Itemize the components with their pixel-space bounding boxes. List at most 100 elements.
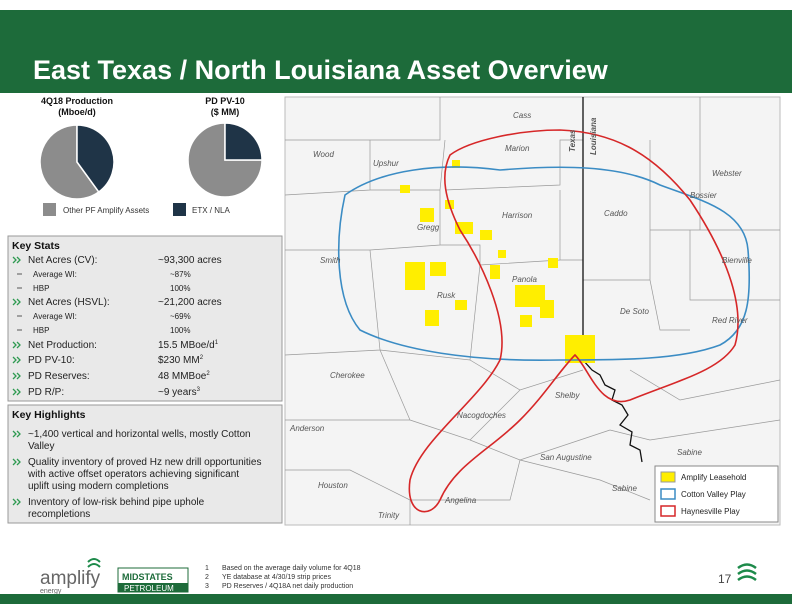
stat-value-text: 15.5 MBoe/d xyxy=(158,340,215,351)
legend-label: Cotton Valley Play xyxy=(681,490,746,499)
county-label: Cherokee xyxy=(330,371,365,380)
header-bar xyxy=(0,10,792,93)
county-label: Smith xyxy=(320,256,341,265)
stat-label: PD PV-10: xyxy=(28,355,75,366)
county-label: Webster xyxy=(712,169,742,178)
stat-value-text: ~87% xyxy=(170,270,191,279)
county-label: Gregg xyxy=(417,223,440,232)
stat-label: PD Reserves: xyxy=(28,371,90,382)
county-label: Bienville xyxy=(722,256,752,265)
stat-value: 100% xyxy=(170,326,190,335)
logo-amplify: amplify xyxy=(40,568,101,589)
key-stats-title: Key Stats xyxy=(12,240,60,252)
pie-title-line: (Mboe/d) xyxy=(58,107,96,117)
key-stats: Net Acres (CV): ~93,300 acres Average WI: ~… xyxy=(12,255,222,398)
county-label: Trinity xyxy=(378,511,400,520)
key-highlights-box xyxy=(7,404,283,524)
county-label: Anderson xyxy=(289,424,325,433)
footer-bar xyxy=(0,594,792,604)
pie-title: PD PV-10 ($ MM) xyxy=(205,96,245,117)
bullet-arrow xyxy=(12,388,21,396)
stat-value: 48 MMBoe2 xyxy=(158,371,210,382)
logo-icon xyxy=(87,558,101,568)
bullet-arrow xyxy=(12,498,21,506)
county-label: Sabine xyxy=(612,484,637,493)
map: Texas Louisiana Cass Marion Wood Upshur Harr… xyxy=(284,96,781,526)
pie-slice xyxy=(187,122,263,198)
highlight-text: Inventory of low-risk behind pipe uphole xyxy=(28,497,205,508)
county-label: Panola xyxy=(512,275,537,284)
pie-title: 4Q18 Production (Mboe/d) xyxy=(41,96,113,117)
stat-value: ~9 years3 xyxy=(158,387,201,398)
pie-title-line: PD PV-10 xyxy=(205,96,245,106)
leasehold-areas xyxy=(400,160,595,363)
pie-title-line: ($ MM) xyxy=(211,107,240,117)
pie-title-line: 4Q18 Production xyxy=(41,96,113,106)
stat-superscript: 2 xyxy=(200,355,204,361)
state-label: Texas xyxy=(568,129,577,152)
stat-value-text: 48 MMBoe xyxy=(158,371,207,382)
stat-label: Net Acres (CV): xyxy=(28,255,97,266)
bullet-arrow xyxy=(12,256,21,264)
footnote-number: 1 xyxy=(205,565,209,572)
logo-midstates-band xyxy=(118,583,188,592)
legend-label: Haynesville Play xyxy=(681,507,740,516)
footnote-text: Based on the average daily volume for 4Q… xyxy=(222,565,361,572)
pie-legend-label: ETX / NLA xyxy=(192,206,230,215)
county-label: Upshur xyxy=(373,159,399,168)
page-number: 17 xyxy=(718,572,732,586)
stat-value-text: ~93,300 acres xyxy=(158,255,222,266)
stat-value-text: $230 MM xyxy=(158,355,200,366)
stat-label: HBP xyxy=(33,326,49,335)
state-border xyxy=(582,97,643,463)
highlight-text: uplift using modern completions xyxy=(28,481,169,492)
county-label: Marion xyxy=(505,144,530,153)
county-label: Nacogdoches xyxy=(457,411,506,420)
footnote-text: YE database at 4/30/19 strip prices xyxy=(222,574,331,581)
stat-label: Average WI: xyxy=(33,270,77,279)
stat-value: $230 MM2 xyxy=(158,355,204,366)
pie-charts: 4Q18 Production (Mboe/d) PD PV-10 ($ MM) xyxy=(39,96,263,200)
logo-midstates: MIDSTATES xyxy=(122,572,173,582)
stat-superscript: 2 xyxy=(206,371,210,377)
stat-value-text: 100% xyxy=(170,326,190,335)
logo-amplify-sub: energy xyxy=(40,588,62,595)
pie-legend-swatch xyxy=(173,203,186,216)
stat-label: Average WI: xyxy=(33,312,77,321)
stat-value: ~21,200 acres xyxy=(158,297,222,308)
county-label: De Soto xyxy=(620,307,649,316)
bullet-arrow xyxy=(12,298,21,306)
county-label: Houston xyxy=(318,481,348,490)
key-highlights: ~1,400 vertical and horizontal wells, mo… xyxy=(12,429,261,520)
county-label: Red River xyxy=(712,316,748,325)
legend-label: Amplify Leasehold xyxy=(681,473,746,482)
stat-value: ~93,300 acres xyxy=(158,255,222,266)
pie-slice xyxy=(39,124,100,200)
county-label: San Augustine xyxy=(540,453,592,462)
stat-label: Net Production: xyxy=(28,340,97,351)
footnotes: 1 Based on the average daily volume for 4… xyxy=(205,565,361,590)
stat-value: 15.5 MBoe/d1 xyxy=(158,340,219,351)
county-label: Rusk xyxy=(437,291,456,300)
highlight-text: ~1,400 vertical and horizontal wells, mo… xyxy=(28,429,251,440)
county-label: Harrison xyxy=(502,211,533,220)
bullet-arrow xyxy=(12,372,21,380)
county-labels: Cass Marion Wood Upshur Harrison Gregg Smith Ru… xyxy=(289,111,752,520)
county-label: Shelby xyxy=(555,391,580,400)
stat-superscript: 3 xyxy=(197,387,201,393)
logo-midstates-sub: PETROLEUM xyxy=(124,584,174,593)
stat-superscript: 1 xyxy=(215,340,219,346)
haynesville-outline xyxy=(408,129,739,513)
bullet-arrow xyxy=(12,341,21,349)
map-frame xyxy=(284,96,781,526)
stat-value: ~87% xyxy=(170,270,191,279)
stat-value-text: ~69% xyxy=(170,312,191,321)
pie-slice xyxy=(224,122,263,161)
cotton-valley-outline xyxy=(337,166,751,362)
county-label: Caddo xyxy=(604,209,628,218)
footer-icon xyxy=(737,563,757,582)
county-label: Wood xyxy=(313,150,334,159)
county-label: Bossier xyxy=(690,191,717,200)
stat-value-text: ~21,200 acres xyxy=(158,297,222,308)
